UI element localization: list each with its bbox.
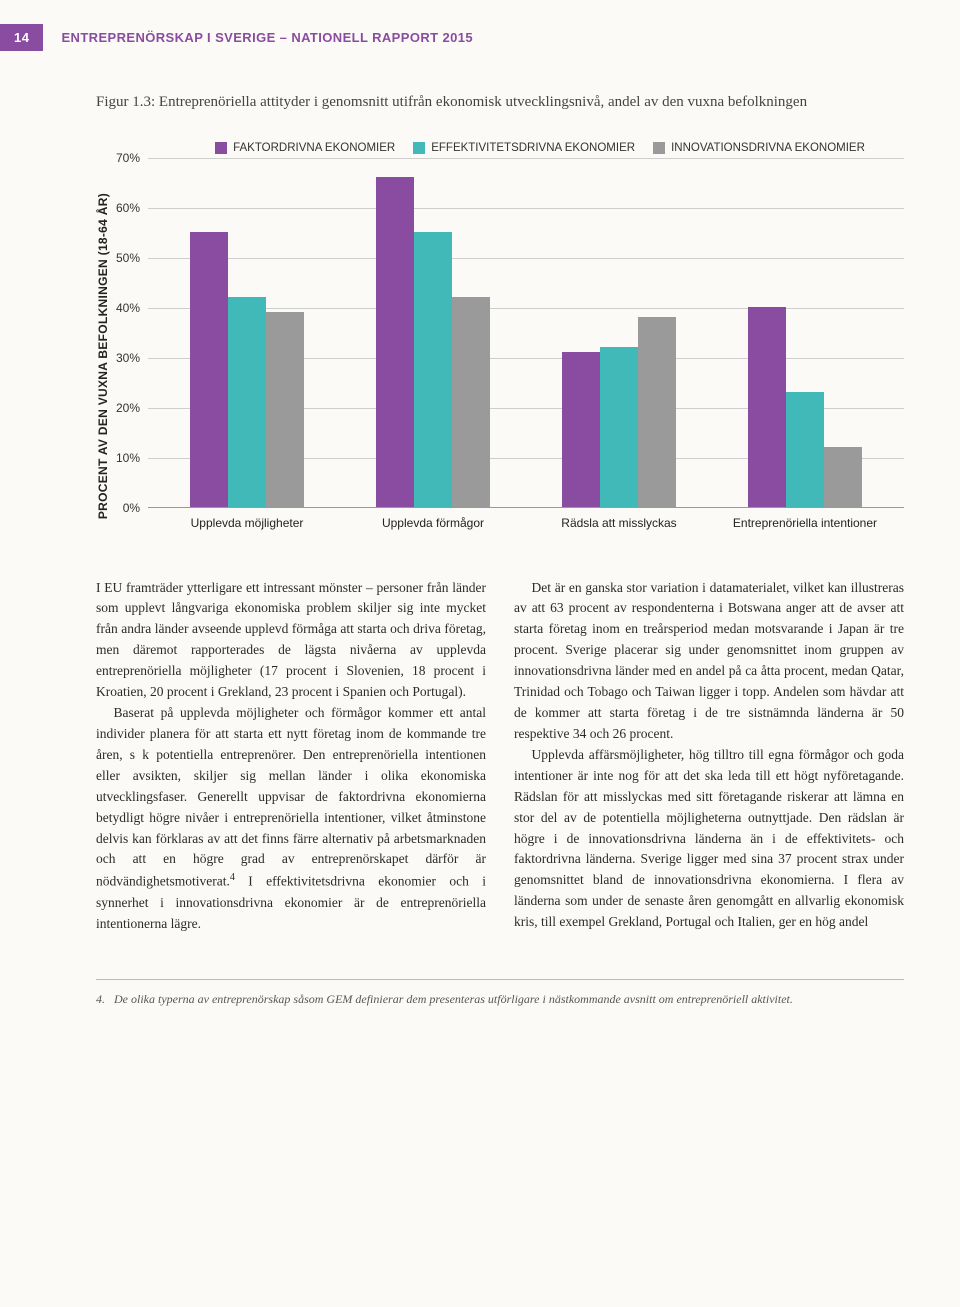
y-axis-ticks: 70%60%50%40%30%20%10%0% — [116, 158, 148, 532]
x-tick-label: Entreprenöriella intentioner — [730, 516, 880, 530]
legend-swatch — [215, 142, 227, 154]
bar-group — [562, 317, 676, 507]
x-axis-labels: Upplevda möjligheter Upplevda förmågor Räd… — [148, 516, 904, 530]
x-tick-label: Rädsla att misslyckas — [544, 516, 694, 530]
running-head: ENTREPRENÖRSKAP I SVERIGE – NATIONELL RA… — [61, 30, 473, 45]
figure-caption: Figur 1.3: Entreprenöriella attityder i … — [96, 91, 904, 114]
y-tick-label: 60% — [116, 202, 140, 252]
chart-legend: FAKTORDRIVNA EKONOMIER EFFEKTIVITETSDRIV… — [176, 142, 904, 154]
y-tick-label: 70% — [116, 152, 140, 202]
footnote-section: 4. De olika typerna av entreprenörskap s… — [0, 979, 960, 1036]
footnote-number: 4. — [96, 992, 105, 1006]
paragraph: I EU framträder ytterligare ett intressa… — [96, 578, 486, 704]
page-number: 14 — [0, 24, 43, 51]
y-tick-label: 20% — [116, 402, 140, 452]
bar-group — [190, 232, 304, 507]
bar — [824, 447, 862, 507]
y-tick-label: 50% — [116, 252, 140, 302]
legend-item: INNOVATIONSDRIVNA EKONOMIER — [653, 142, 865, 154]
bar — [562, 352, 600, 507]
bar — [786, 392, 824, 507]
bar — [600, 347, 638, 507]
x-tick-label: Upplevda möjligheter — [172, 516, 322, 530]
paragraph: Upplevda affärsmöjligheter, hög tilltro … — [514, 745, 904, 933]
bar — [638, 317, 676, 507]
paragraph: Det är en ganska stor variation i datama… — [514, 578, 904, 745]
x-tick-label: Upplevda förmågor — [358, 516, 508, 530]
bar — [266, 312, 304, 507]
legend-swatch — [653, 142, 665, 154]
y-axis-title: PROCENT AV DEN VUXNA BEFOLKNINGEN (18-64… — [96, 169, 110, 519]
bar — [414, 232, 452, 507]
bar — [190, 232, 228, 507]
bar — [228, 297, 266, 507]
y-tick-label: 30% — [116, 352, 140, 402]
body-text: I EU framträder ytterligare ett intressa… — [96, 578, 904, 935]
bar — [748, 307, 786, 507]
y-tick-label: 10% — [116, 452, 140, 502]
bar-chart: PROCENT AV DEN VUXNA BEFOLKNINGEN (18-64… — [96, 158, 904, 532]
legend-label: FAKTORDRIVNA EKONOMIER — [233, 142, 395, 154]
bar — [376, 177, 414, 507]
plot-area — [148, 158, 904, 508]
legend-item: FAKTORDRIVNA EKONOMIER — [215, 142, 395, 154]
y-tick-label: 40% — [116, 302, 140, 352]
legend-swatch — [413, 142, 425, 154]
legend-label: EFFEKTIVITETSDRIVNA EKONOMIER — [431, 142, 635, 154]
legend-label: INNOVATIONSDRIVNA EKONOMIER — [671, 142, 865, 154]
bar — [452, 297, 490, 507]
bar-group — [748, 307, 862, 507]
paragraph: Baserat på upplevda möjligheter och förm… — [96, 703, 486, 935]
bar-group — [376, 177, 490, 507]
footnote-text: De olika typerna av entreprenörskap såso… — [114, 992, 793, 1006]
legend-item: EFFEKTIVITETSDRIVNA EKONOMIER — [413, 142, 635, 154]
page-header: 14 ENTREPRENÖRSKAP I SVERIGE – NATIONELL… — [0, 0, 960, 51]
